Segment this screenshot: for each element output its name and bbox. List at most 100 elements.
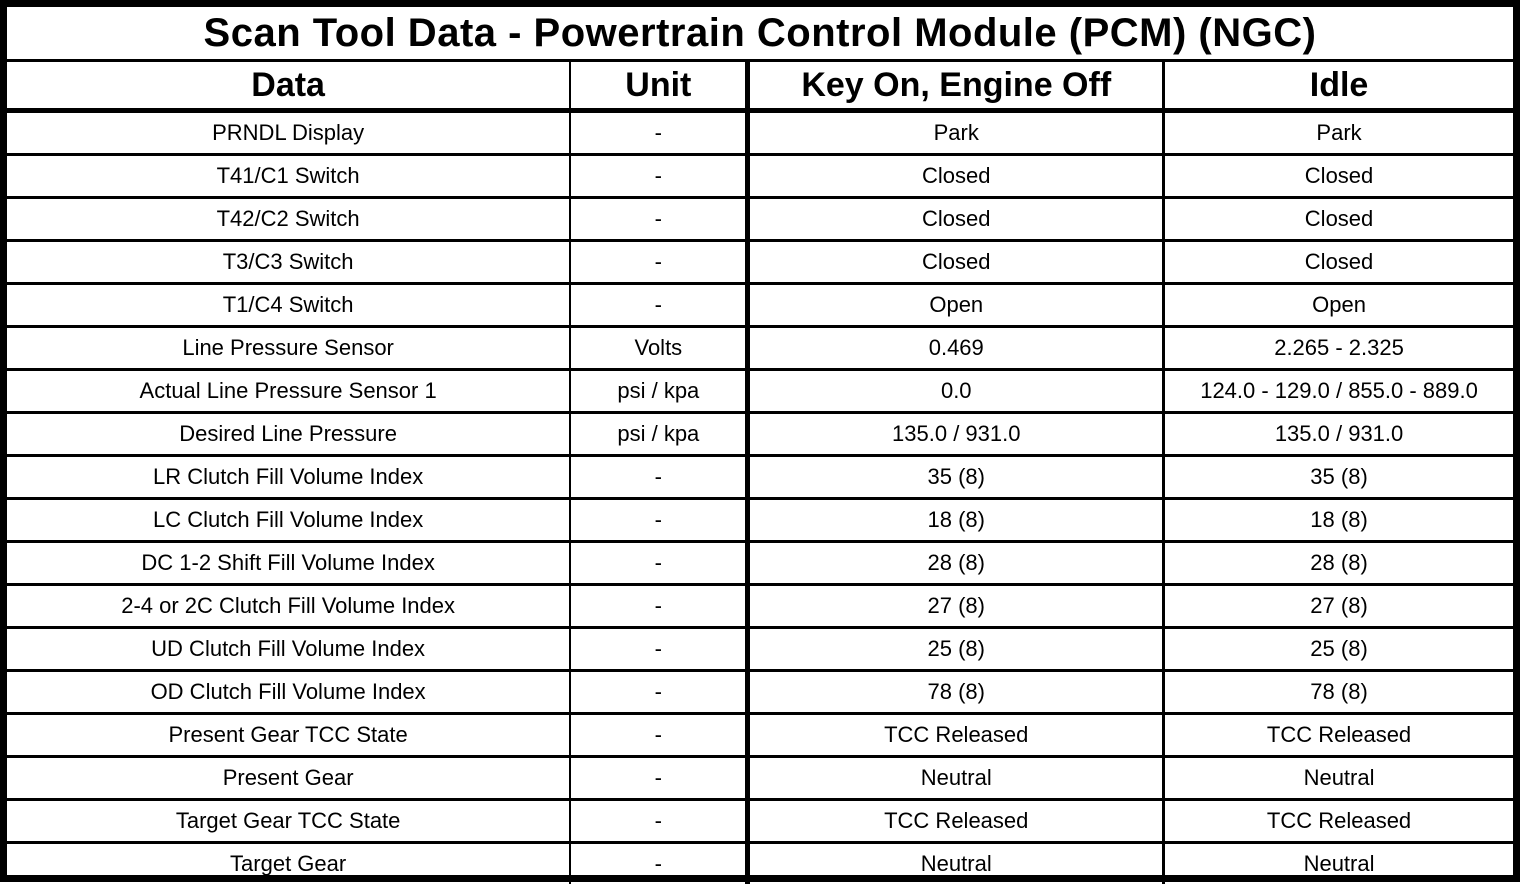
table-title: Scan Tool Data - Powertrain Control Modu…: [7, 7, 1513, 61]
cell-unit: psi / kpa: [570, 413, 748, 456]
column-header-key-on-engine-off: Key On, Engine Off: [748, 61, 1164, 111]
cell-key-on-engine-off: Closed: [748, 198, 1164, 241]
cell-data: T41/C1 Switch: [7, 155, 570, 198]
cell-key-on-engine-off: 25 (8): [748, 628, 1164, 671]
cell-unit: -: [570, 843, 748, 884]
cell-key-on-engine-off: Park: [748, 111, 1164, 155]
cell-idle: 25 (8): [1164, 628, 1513, 671]
cell-data: LC Clutch Fill Volume Index: [7, 499, 570, 542]
cell-data: PRNDL Display: [7, 111, 570, 155]
cell-data: Present Gear TCC State: [7, 714, 570, 757]
cell-unit: -: [570, 284, 748, 327]
table-row: 2-4 or 2C Clutch Fill Volume Index-27 (8…: [7, 585, 1513, 628]
cell-key-on-engine-off: 0.469: [748, 327, 1164, 370]
cell-idle: 124.0 - 129.0 / 855.0 - 889.0: [1164, 370, 1513, 413]
cell-data: 2-4 or 2C Clutch Fill Volume Index: [7, 585, 570, 628]
cell-idle: Neutral: [1164, 757, 1513, 800]
cell-idle: 18 (8): [1164, 499, 1513, 542]
column-header-unit: Unit: [570, 61, 748, 111]
cell-idle: Park: [1164, 111, 1513, 155]
cell-unit: -: [570, 800, 748, 843]
cell-data: Target Gear: [7, 843, 570, 884]
cell-data: DC 1-2 Shift Fill Volume Index: [7, 542, 570, 585]
table-row: LR Clutch Fill Volume Index-35 (8)35 (8): [7, 456, 1513, 499]
cell-data: OD Clutch Fill Volume Index: [7, 671, 570, 714]
cell-unit: -: [570, 757, 748, 800]
cell-unit: -: [570, 628, 748, 671]
cell-data: T42/C2 Switch: [7, 198, 570, 241]
cell-unit: -: [570, 585, 748, 628]
cell-key-on-engine-off: 18 (8): [748, 499, 1164, 542]
cell-data: LR Clutch Fill Volume Index: [7, 456, 570, 499]
cell-idle: Closed: [1164, 241, 1513, 284]
table-header-row: Data Unit Key On, Engine Off Idle: [7, 61, 1513, 111]
table-row: LC Clutch Fill Volume Index-18 (8)18 (8): [7, 499, 1513, 542]
cell-data: UD Clutch Fill Volume Index: [7, 628, 570, 671]
cell-data: Target Gear TCC State: [7, 800, 570, 843]
cell-key-on-engine-off: Closed: [748, 155, 1164, 198]
table-row: UD Clutch Fill Volume Index-25 (8)25 (8): [7, 628, 1513, 671]
column-header-data: Data: [7, 61, 570, 111]
cell-data: T3/C3 Switch: [7, 241, 570, 284]
cell-idle: Neutral: [1164, 843, 1513, 884]
cell-key-on-engine-off: Neutral: [748, 757, 1164, 800]
cell-key-on-engine-off: 35 (8): [748, 456, 1164, 499]
cell-data: Actual Line Pressure Sensor 1: [7, 370, 570, 413]
cell-idle: TCC Released: [1164, 800, 1513, 843]
cell-idle: 78 (8): [1164, 671, 1513, 714]
cell-idle: 35 (8): [1164, 456, 1513, 499]
table-row: DC 1-2 Shift Fill Volume Index-28 (8)28 …: [7, 542, 1513, 585]
cell-unit: -: [570, 542, 748, 585]
cell-unit: -: [570, 111, 748, 155]
cell-unit: psi / kpa: [570, 370, 748, 413]
cell-idle: Closed: [1164, 198, 1513, 241]
cell-key-on-engine-off: 0.0: [748, 370, 1164, 413]
cell-key-on-engine-off: Neutral: [748, 843, 1164, 884]
cell-unit: -: [570, 456, 748, 499]
cell-key-on-engine-off: Open: [748, 284, 1164, 327]
cell-key-on-engine-off: TCC Released: [748, 800, 1164, 843]
cell-key-on-engine-off: 135.0 / 931.0: [748, 413, 1164, 456]
cell-unit: -: [570, 241, 748, 284]
scan-tool-data-table: Scan Tool Data - Powertrain Control Modu…: [7, 7, 1513, 884]
cell-unit: -: [570, 714, 748, 757]
cell-key-on-engine-off: 27 (8): [748, 585, 1164, 628]
cell-key-on-engine-off: 28 (8): [748, 542, 1164, 585]
cell-idle: TCC Released: [1164, 714, 1513, 757]
cell-idle: Open: [1164, 284, 1513, 327]
cell-data: Line Pressure Sensor: [7, 327, 570, 370]
cell-data: Present Gear: [7, 757, 570, 800]
cell-idle: 2.265 - 2.325: [1164, 327, 1513, 370]
table-row: OD Clutch Fill Volume Index-78 (8)78 (8): [7, 671, 1513, 714]
cell-unit: Volts: [570, 327, 748, 370]
cell-unit: -: [570, 155, 748, 198]
cell-key-on-engine-off: 78 (8): [748, 671, 1164, 714]
cell-key-on-engine-off: Closed: [748, 241, 1164, 284]
cell-idle: 135.0 / 931.0: [1164, 413, 1513, 456]
cell-data: Desired Line Pressure: [7, 413, 570, 456]
cell-key-on-engine-off: TCC Released: [748, 714, 1164, 757]
cell-idle: 27 (8): [1164, 585, 1513, 628]
cell-unit: -: [570, 198, 748, 241]
table-title-row: Scan Tool Data - Powertrain Control Modu…: [7, 7, 1513, 61]
column-header-idle: Idle: [1164, 61, 1513, 111]
cell-unit: -: [570, 671, 748, 714]
cell-idle: Closed: [1164, 155, 1513, 198]
cell-data: T1/C4 Switch: [7, 284, 570, 327]
cell-idle: 28 (8): [1164, 542, 1513, 585]
cell-unit: -: [570, 499, 748, 542]
